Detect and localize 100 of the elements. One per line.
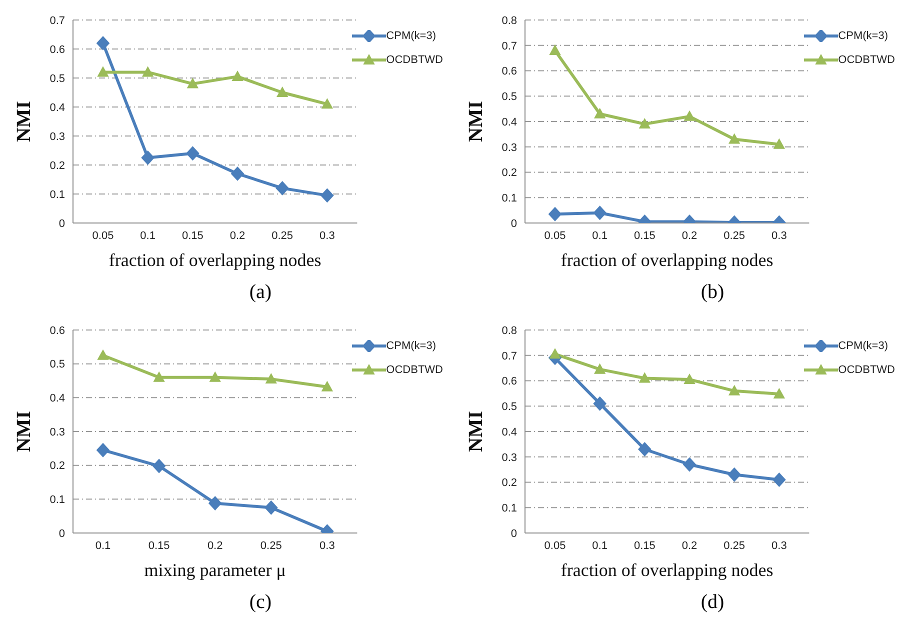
y-tick-label: 0	[510, 218, 517, 230]
text: (b)	[700, 281, 726, 304]
x-tick-label: 0.15	[182, 230, 204, 242]
legend-label: OCDBTWD	[386, 364, 443, 376]
x-tick-label: 0.3	[320, 230, 335, 242]
legend-label: CPM(k=3)	[838, 340, 888, 352]
y-tick-label: 0.3	[50, 426, 65, 438]
point	[231, 166, 244, 181]
text: (d)	[700, 591, 726, 614]
x-tick-label: 0.15	[634, 540, 656, 552]
x-tick-label: 0.1	[592, 230, 608, 242]
point	[320, 188, 334, 202]
x-tick-label: 0.2	[682, 540, 698, 552]
x-tick-label: 0.25	[260, 540, 282, 552]
legend-label: OCDBTWD	[838, 364, 895, 376]
point	[728, 385, 740, 396]
x-tick-label: 0.15	[634, 230, 656, 242]
y-tick-label: 0.4	[502, 426, 517, 438]
point	[638, 442, 652, 456]
point	[266, 374, 277, 384]
point	[96, 443, 110, 458]
x-tick-label: 0.2	[682, 230, 698, 242]
y-tick-label: 0.2	[502, 477, 517, 490]
point	[208, 496, 222, 510]
x-tick-label: 0.3	[772, 230, 787, 242]
y-tick-label: 0.6	[50, 324, 65, 337]
x-tick-label: 0.2	[230, 230, 246, 242]
point	[186, 146, 200, 160]
point	[322, 98, 333, 109]
point	[276, 87, 288, 97]
y-tick-label: 0.4	[50, 392, 65, 405]
point	[98, 66, 108, 77]
point	[264, 500, 278, 515]
y-tick-label: 0.7	[502, 350, 517, 362]
x-tick-label: 0.3	[772, 540, 787, 552]
y-tick-label: 0.8	[502, 324, 517, 337]
point	[141, 150, 154, 165]
x-tick-label: 0.25	[272, 230, 294, 242]
y-tick-label: 0.5	[502, 91, 517, 104]
y-tick-label: 0.4	[50, 102, 65, 114]
y-tick-label: 0.5	[502, 401, 517, 414]
legend-label: CPM(k=3)	[838, 30, 888, 42]
point	[593, 396, 606, 411]
y-axis-title: NMI	[13, 410, 36, 452]
x-tick-label: 0.05	[544, 540, 566, 552]
y-tick-label: 0.7	[50, 14, 65, 27]
y-axis-title: NMI	[465, 100, 488, 142]
point	[276, 181, 289, 196]
legend-label: OCDBTWD	[838, 54, 895, 66]
point	[96, 36, 110, 50]
x-tick-label: 0.05	[92, 230, 114, 242]
point	[684, 374, 696, 384]
y-tick-label: 0.3	[502, 142, 517, 154]
y-tick-label: 0.5	[50, 358, 65, 371]
legend-label: CPM(k=3)	[386, 340, 436, 352]
y-tick-label: 0.3	[50, 130, 65, 143]
y-tick-label: 0.1	[502, 502, 517, 515]
y-tick-label: 0.8	[502, 14, 517, 27]
x-tick-label: 0.15	[148, 540, 170, 552]
point	[142, 66, 154, 77]
y-tick-label: 0.6	[502, 376, 517, 388]
point	[683, 457, 696, 472]
x-tick-label: 0.05	[544, 230, 566, 242]
y-tick-label: 0	[58, 218, 65, 230]
x-tick-label: 0.1	[592, 540, 608, 552]
legend-label: OCDBTWD	[386, 54, 443, 66]
y-tick-label: 0.1	[502, 192, 517, 205]
point	[774, 388, 785, 398]
x-axis-title: fraction of overlapping nodes	[560, 250, 774, 270]
point	[322, 381, 333, 392]
y-tick-label: 0.7	[502, 40, 517, 52]
x-axis-title: mixing parameter μ	[144, 560, 286, 580]
x-axis-title: fraction of overlapping nodes	[108, 250, 322, 270]
point	[594, 364, 606, 374]
text: (c)	[248, 591, 273, 614]
y-tick-label: 0.2	[50, 460, 65, 472]
y-tick-label: 0.1	[50, 494, 65, 506]
y-tick-label: 0.3	[502, 452, 517, 464]
x-tick-label: 0.25	[724, 540, 746, 552]
y-tick-label: 0	[510, 528, 517, 540]
x-axis-title: fraction of overlapping nodes	[560, 560, 774, 580]
x-tick-label: 0.3	[320, 540, 335, 552]
y-tick-label: 0.5	[50, 72, 65, 85]
y-tick-label: 0.2	[502, 167, 517, 180]
point	[187, 78, 198, 88]
x-tick-label: 0.1	[140, 230, 156, 242]
point	[772, 472, 786, 487]
point	[232, 71, 244, 82]
y-tick-label: 0.1	[50, 188, 65, 201]
y-tick-label: 0.6	[50, 44, 65, 56]
y-tick-label: 0.2	[50, 160, 65, 172]
y-tick-label: 0	[58, 528, 65, 540]
point	[210, 372, 221, 382]
point	[152, 459, 166, 474]
y-axis-title: NMI	[13, 100, 36, 142]
x-tick-label: 0.25	[724, 230, 746, 242]
x-tick-label: 0.2	[207, 540, 223, 552]
text: (a)	[248, 281, 273, 304]
point	[550, 348, 560, 359]
y-tick-label: 0.6	[502, 66, 517, 78]
